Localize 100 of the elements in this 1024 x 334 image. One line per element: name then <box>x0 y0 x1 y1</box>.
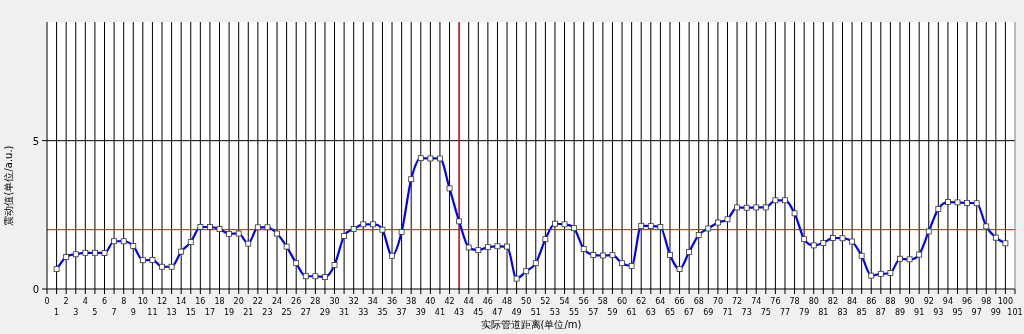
x2-tick-label: 81 <box>818 308 829 317</box>
x2-tick-label: 91 <box>914 308 925 317</box>
x-tick-label: 36 <box>386 297 398 306</box>
x-tick-label: 6 <box>101 297 108 306</box>
x-tick-label: 0 <box>44 297 50 306</box>
x2-tick-label: 13 <box>166 308 177 317</box>
x2-tick-label: 31 <box>339 308 350 317</box>
x-tick-label: 70 <box>712 297 723 306</box>
x-tick-label: 8 <box>121 297 127 306</box>
x-tick-label: 96 <box>961 297 973 306</box>
x-tick-label: 30 <box>329 297 340 306</box>
x-tick-label: 38 <box>406 297 417 306</box>
x-tick-label: 50 <box>521 297 532 306</box>
x2-tick-label: 41 <box>434 308 446 317</box>
x-tick-label: 84 <box>846 297 858 306</box>
x-tick-label: 14 <box>176 297 187 306</box>
x2-tick-label: 9 <box>130 308 136 317</box>
x2-tick-label: 11 <box>147 308 158 317</box>
x2-tick-label: 15 <box>185 308 196 317</box>
x2-tick-label: 65 <box>664 308 676 317</box>
x-tick-label: 12 <box>156 297 168 306</box>
x2-tick-label: 73 <box>741 308 752 317</box>
x-tick-label: 26 <box>291 297 302 306</box>
x-tick-label: 24 <box>271 297 283 306</box>
x2-tick-label: 35 <box>377 308 388 317</box>
x2-tick-label: 63 <box>645 308 656 317</box>
x-tick-label: 32 <box>348 297 359 306</box>
x-tick-label: 18 <box>214 297 225 306</box>
x2-tick-label: 85 <box>856 308 867 317</box>
x-tick-label: 68 <box>693 297 704 306</box>
x-tick-label: 48 <box>501 297 513 306</box>
x2-tick-label: 39 <box>415 308 426 317</box>
x2-tick-label: 67 <box>684 308 695 317</box>
x-tick-label: 64 <box>655 297 666 306</box>
x-tick-label: 94 <box>942 297 953 306</box>
x-tick-label: 42 <box>444 297 455 306</box>
x2-tick-label: 21 <box>243 308 254 317</box>
x2-tick-label: 71 <box>722 308 733 317</box>
x2-tick-label: 95 <box>952 308 963 317</box>
x2-tick-label: 3 <box>73 308 79 317</box>
x2-tick-label: 69 <box>703 308 714 317</box>
x2-tick-label: 99 <box>990 308 1001 317</box>
x2-tick-label: 19 <box>224 308 235 317</box>
x2-tick-label: 93 <box>933 308 944 317</box>
x-tick-label: 2 <box>63 297 69 306</box>
x2-tick-label: 45 <box>473 308 484 317</box>
x2-tick-label: 43 <box>454 308 465 317</box>
x-tick-label: 62 <box>636 297 647 306</box>
x2-tick-label: 55 <box>569 308 580 317</box>
x2-tick-label: 5 <box>92 308 98 317</box>
x-tick-label: 72 <box>731 297 743 306</box>
x-tick-label: 10 <box>137 297 148 306</box>
x-tick-label: 34 <box>367 297 378 306</box>
x2-tick-label: 75 <box>760 308 771 317</box>
x-tick-label: 40 <box>425 297 436 306</box>
x-tick-label: 54 <box>559 297 570 306</box>
x-tick-label: 100 <box>997 297 1014 306</box>
x2-tick-label: 59 <box>607 308 618 317</box>
x2-tick-label: 33 <box>358 308 369 317</box>
x-tick-label: 52 <box>540 297 551 306</box>
x2-tick-label: 79 <box>799 308 810 317</box>
x-tick-label: 4 <box>82 297 88 306</box>
x-tick-label: 88 <box>885 297 896 306</box>
x2-tick-label: 17 <box>204 308 216 317</box>
x2-tick-label: 101 <box>1007 308 1023 317</box>
x-tick-label: 86 <box>866 297 877 306</box>
x-tick-label: 58 <box>597 297 608 306</box>
x2-tick-label: 27 <box>300 308 311 317</box>
x2-tick-label: 25 <box>281 308 292 317</box>
x2-tick-label: 47 <box>492 308 503 317</box>
x2-tick-label: 37 <box>396 308 407 317</box>
x2-tick-label: 83 <box>837 308 848 317</box>
x2-tick-label: 61 <box>626 308 637 317</box>
x-axis-title: 实际管道距离(单位/m) <box>480 319 582 330</box>
x2-tick-label: 51 <box>530 308 541 317</box>
x-tick-label: 92 <box>923 297 934 306</box>
x2-tick-label: 49 <box>511 308 522 317</box>
x-tick-label: 20 <box>233 297 244 306</box>
x2-tick-label: 53 <box>549 308 561 317</box>
x-tick-label: 98 <box>981 297 992 306</box>
x2-tick-label: 89 <box>894 308 906 317</box>
y-axis-title: 震动值(单位/a.u.) <box>3 145 14 226</box>
x2-tick-label: 97 <box>971 308 982 317</box>
x-tick-label: 74 <box>751 297 762 306</box>
x2-tick-label: 87 <box>875 308 886 317</box>
x-tick-label: 16 <box>195 297 206 306</box>
x-tick-label: 80 <box>808 297 819 306</box>
x-tick-label: 28 <box>310 297 321 306</box>
x2-tick-label: 29 <box>319 308 331 317</box>
x-tick-label: 76 <box>770 297 781 306</box>
x2-tick-label: 1 <box>54 308 60 317</box>
x-tick-label: 60 <box>616 297 628 306</box>
x-tick-label: 46 <box>482 297 493 306</box>
x-tick-label: 82 <box>827 297 838 306</box>
x-tick-label: 78 <box>789 297 800 306</box>
x-tick-label: 56 <box>578 297 589 306</box>
x-tick-label: 90 <box>904 297 915 306</box>
x2-tick-label: 77 <box>779 308 791 317</box>
x-tick-label: 66 <box>674 297 685 306</box>
x2-tick-label: 7 <box>111 308 117 317</box>
